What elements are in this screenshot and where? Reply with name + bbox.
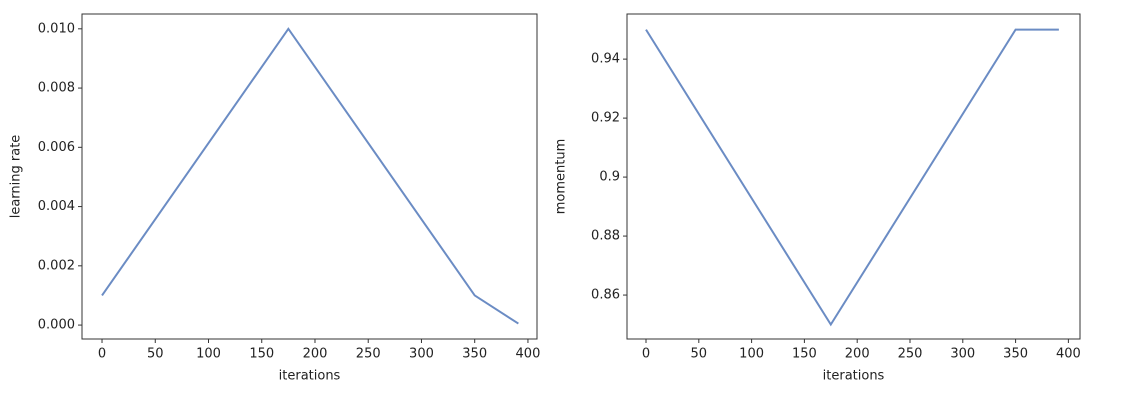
x-tick-label: 100: [196, 347, 221, 362]
x-tick-label: 400: [1056, 347, 1081, 362]
x-tick-label: 300: [409, 347, 434, 362]
x-tick-label: 350: [462, 347, 487, 362]
y-axis-label: momentum: [554, 139, 569, 215]
y-tick-label: 0.88: [591, 229, 620, 244]
y-tick-label: 0.002: [38, 258, 75, 273]
x-tick-label: 50: [147, 347, 164, 362]
x-tick-label: 350: [1003, 347, 1028, 362]
x-tick-label: 150: [249, 347, 274, 362]
x-tick-label: 50: [691, 347, 708, 362]
x-tick-label: 200: [303, 347, 328, 362]
y-tick-label: 0.92: [591, 111, 620, 126]
x-axis-label: iterations: [279, 369, 341, 384]
x-axis-label: iterations: [823, 369, 885, 384]
x-tick-label: 0: [98, 347, 106, 362]
y-tick-label: 0.86: [591, 288, 620, 303]
x-tick-label: 300: [950, 347, 975, 362]
x-tick-label: 250: [356, 347, 381, 362]
y-tick-label: 0.94: [591, 52, 620, 67]
x-tick-label: 200: [845, 347, 870, 362]
x-tick-label: 400: [516, 347, 541, 362]
x-tick-label: 250: [898, 347, 923, 362]
y-axis-label: learning rate: [9, 135, 24, 219]
data-line: [645, 28, 1059, 327]
data-line: [101, 27, 519, 325]
x-tick-label: 150: [792, 347, 817, 362]
y-tick-label: 0.000: [38, 318, 75, 333]
plot-frame: [81, 13, 538, 340]
y-tick-label: 0.008: [38, 81, 75, 96]
y-tick-label: 0.006: [38, 140, 75, 155]
y-tick-label: 0.010: [38, 21, 75, 36]
plot-frame: [626, 13, 1081, 340]
y-tick-label: 0.004: [38, 199, 75, 214]
x-tick-label: 0: [642, 347, 650, 362]
x-tick-label: 100: [739, 347, 764, 362]
y-tick-label: 0.9: [599, 170, 620, 185]
